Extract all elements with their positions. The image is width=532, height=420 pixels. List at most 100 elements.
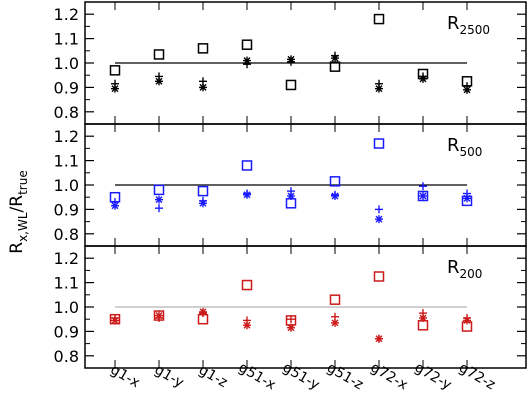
star-marker [111,84,119,93]
star-marker-d2 [287,324,295,332]
y-tick-label: 0.9 [54,200,79,219]
star-marker-d2 [111,202,119,210]
star-marker [419,313,427,322]
x-category-labels: g1-x g1-y g1-z g51-x g51-y g51-z g72-x g72-y g72… [108,360,498,394]
star-marker [199,307,207,316]
square-marker [373,13,385,25]
star-marker-d2 [287,192,295,200]
star-marker [463,85,471,94]
star-marker [331,54,339,63]
star-marker [463,194,471,203]
star-marker-d2 [155,312,163,320]
square-marker [197,43,209,54]
star-marker-d2 [243,321,251,329]
category-label-g51-x: g51-x [236,360,279,394]
category-label-g51-z: g51-z [324,360,366,393]
star-marker [287,191,295,200]
y-tick-label: 0.9 [54,78,79,97]
y-tick-label: 1.0 [54,298,79,317]
category-label-g72-z: g72-z [456,360,498,393]
star-marker-d2 [463,316,471,324]
category-label-g72-y: g72-y [412,360,454,394]
star-marker-d2 [155,77,163,85]
star-marker [199,199,207,208]
y-tick-label: 1.1 [54,152,79,171]
star-marker-d2 [199,83,207,91]
square-marker [285,79,297,91]
star-marker [243,190,251,199]
star-marker-d2 [111,85,119,93]
star-marker [463,316,471,325]
square-marker [197,185,209,197]
star-marker-d2 [199,308,207,316]
square-marker [329,176,341,187]
category-label-g51-y: g51-y [280,360,322,394]
star-marker-d2 [419,314,427,322]
square-marker [373,271,385,282]
category-label-g1-y: g1-y [152,362,187,391]
y-tick-label: 1.2 [54,127,79,146]
square-marker [153,184,165,196]
y-tick-label: 1.0 [54,176,79,195]
y-tick-label: 0.8 [54,347,79,366]
square-marker [417,190,429,202]
panel-2500: 0.8 0.9 1.0 1.1 1.2 R2500 [54,1,527,125]
square-marker [241,160,253,171]
star-marker [287,55,295,64]
star-marker [199,83,207,92]
y-tick-label: 0.8 [54,225,79,244]
star-marker [155,195,163,204]
star-marker-d2 [287,55,295,63]
star-marker-d2 [463,194,471,202]
star-marker-d2 [375,85,383,93]
star-marker-d2 [155,196,163,204]
y-tick-label: 0.8 [54,103,79,122]
star-marker [331,318,339,327]
star-marker-d2 [331,319,339,327]
square-marker [285,198,297,209]
star-marker-d2 [331,54,339,62]
y-tick-label: 1.1 [54,30,79,49]
y-axis-label: Rx,WL/Rtrue [7,170,30,253]
star-marker-d2 [419,75,427,83]
star-marker [419,191,427,200]
star-marker [243,56,251,65]
y-tick-label: 1.1 [54,274,79,293]
star-marker-d2 [111,316,119,324]
square-marker [417,320,429,331]
star-marker [243,321,251,330]
category-label-g72-x: g72-x [368,360,411,394]
star-marker-d2 [243,191,251,199]
square-marker [329,61,341,72]
square-marker [109,65,121,76]
star-marker-d2 [199,199,207,207]
panel-200: 0.8 0.9 1.0 1.1 1.2 R200 [54,245,527,369]
plus-marker [155,204,163,213]
star-marker-d2 [375,215,383,223]
y-tick-label: 0.9 [54,322,79,341]
y-tick-label: 1.0 [54,54,79,73]
panel-500: 0.8 0.9 1.0 1.1 1.2 R500 [54,123,527,247]
star-marker [111,201,119,210]
category-label-g1-x: g1-x [108,362,143,391]
y-tick-label: 1.2 [54,5,79,24]
star-marker-d2 [375,335,383,343]
panel-label: R200 [447,257,482,281]
star-marker [419,74,427,83]
panel-label: R2500 [447,13,490,37]
star-marker [155,311,163,320]
star-marker [155,77,163,86]
plus-marker [287,315,295,324]
star-marker-d2 [243,57,251,65]
panel-label: R500 [447,135,482,159]
y-tick-label: 1.2 [54,249,79,268]
star-marker [331,191,339,200]
square-marker [241,279,253,291]
star-marker [375,215,383,224]
square-marker [153,49,165,60]
square-marker [241,39,253,50]
square-marker [373,138,385,149]
star-marker [375,84,383,93]
